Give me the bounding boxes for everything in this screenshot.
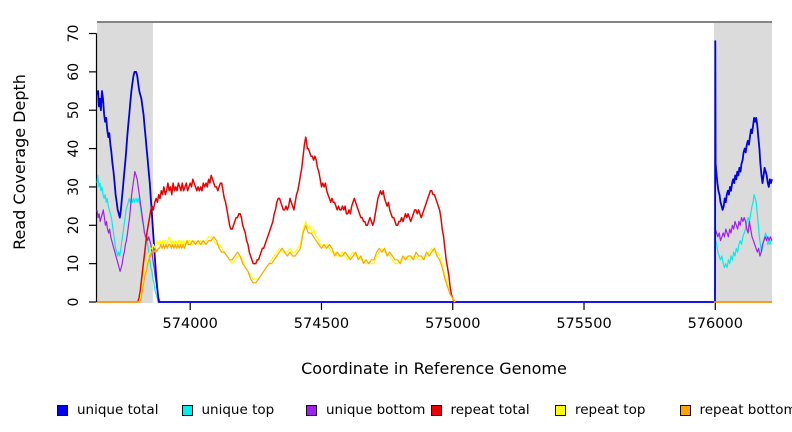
legend-swatch-icon	[430, 404, 442, 416]
y-tick-label: 40	[66, 140, 82, 158]
legend-label: unique total	[77, 402, 159, 418]
legend-item-unique-bottom: unique bottom	[306, 402, 431, 418]
y-tick-label: 70	[66, 25, 82, 43]
series-repeat-bottom-seg0	[97, 224, 456, 303]
series-repeat-total-seg0	[97, 136, 456, 303]
legend-label: repeat top	[575, 402, 646, 418]
shaded-region-1	[713, 22, 772, 303]
y-tick-label: 10	[66, 255, 82, 273]
plot-area: 0 10 20 30 40 50 60 70 574000 574500 575000 575500 5…	[66, 21, 773, 332]
x-tick-label: 574000	[163, 316, 218, 332]
y-tick-label: 30	[66, 178, 82, 196]
y-tick-label: 20	[66, 216, 82, 234]
legend-item-repeat-top: repeat top	[555, 402, 680, 418]
legend-swatch-icon	[679, 404, 691, 416]
series-unique-top-seg0	[96, 174, 772, 303]
x-tick-label: 574500	[294, 316, 349, 332]
x-tick-label: 576000	[688, 316, 743, 332]
legend-swatch-icon	[57, 404, 68, 416]
y-tick-label: 0	[66, 298, 82, 307]
y-tick-label: 60	[66, 63, 82, 81]
legend-swatch-icon	[555, 404, 566, 416]
legend-label: unique bottom	[326, 402, 426, 418]
legend-swatch-icon	[181, 404, 193, 416]
legend-label: unique top	[201, 402, 275, 418]
y-axis-title: Read Coverage Depth	[10, 74, 29, 250]
legend-label: repeat total	[450, 402, 530, 418]
legend-swatch-icon	[306, 404, 317, 416]
plot-svg: 0 10 20 30 40 50 60 70 574000 574500 575000 575500 5…	[10, 21, 773, 378]
x-axis-title: Coordinate in Reference Genome	[301, 359, 567, 378]
y-tick-label: 50	[66, 101, 82, 119]
legend-item-unique-total: unique total	[57, 402, 182, 418]
x-tick-label: 575000	[425, 316, 480, 332]
legend-item-repeat-bottom: repeat bottom	[679, 402, 792, 418]
legend-label: repeat bottom	[699, 402, 792, 418]
series-unique-bottom-seg0	[96, 171, 773, 303]
series-unique-total-seg0	[96, 40, 773, 303]
x-tick-label: 575500	[556, 316, 611, 332]
legend-item-unique-top: unique top	[181, 402, 307, 418]
legend: unique total unique top unique bottom repea…	[0, 399, 792, 421]
legend-item-repeat-total: repeat total	[430, 402, 556, 418]
